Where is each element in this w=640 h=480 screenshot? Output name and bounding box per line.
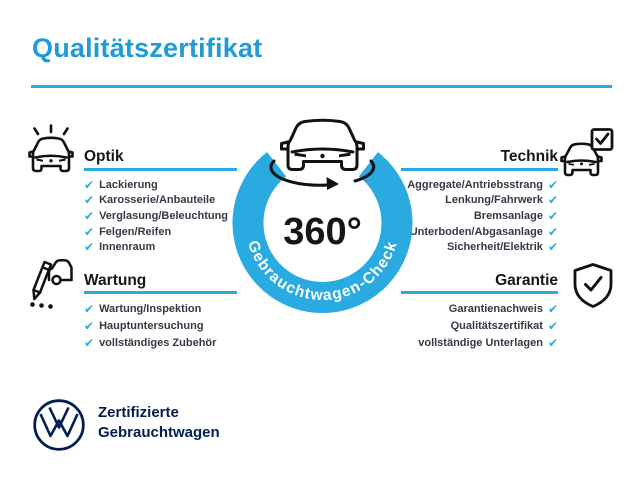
title-divider	[31, 85, 612, 88]
section-title-garantie: Garantie	[495, 272, 558, 289]
vw-logo	[33, 399, 85, 451]
check-icon: ✔	[547, 301, 558, 316]
section-title-technik: Technik	[500, 148, 558, 165]
car-headlights-icon	[28, 124, 74, 173]
checklist-item: Lenkung/Fahrwerk ✔	[445, 193, 558, 208]
checklist-item: Bremsanlage ✔	[473, 208, 558, 223]
checklist-item: ✔ Innenraum	[84, 240, 156, 255]
technik-checklist: Aggregate/Antriebsstrang ✔ Lenkung/Fahrwe…	[407, 177, 558, 255]
check-icon: ✔	[547, 335, 558, 350]
checklist-item: ✔ vollständiges Zubehör	[84, 335, 217, 350]
garantie-rule	[401, 291, 558, 294]
checklist-item: Garantienachweis ✔	[448, 301, 558, 316]
page-title: Qualitätszertifikat	[32, 33, 263, 63]
garantie-checklist: Garantienachweis ✔ Qualitätszertifikat ✔ v…	[418, 300, 558, 351]
shield-check-icon	[573, 263, 613, 308]
checklist-item: ✔ Karosserie/Anbauteile	[84, 193, 216, 208]
check-icon: ✔	[84, 208, 95, 223]
car-rotation-icon	[269, 118, 376, 187]
technik-rule	[401, 168, 558, 171]
section-title-optik: Optik	[84, 148, 124, 165]
checklist-item: vollständige Unterlagen ✔	[418, 335, 558, 350]
check-icon: ✔	[84, 335, 95, 350]
check-icon: ✔	[84, 240, 95, 255]
checklist-item: Unterboden/Abgasanlage ✔	[409, 224, 558, 239]
brand-text: Zertifizierte Gebrauchtwagen	[98, 403, 220, 443]
checklist-item: ✔ Verglasung/Beleuchtung	[84, 208, 229, 223]
360-check-badge: 360° Gebrauchtwagen-Check	[232, 118, 413, 313]
checklist-item: Sicherheit/Elektrik ✔	[446, 240, 558, 255]
check-icon: ✔	[547, 177, 558, 192]
optik-checklist: ✔ Lackierung ✔ Karosserie/Anbauteile ✔ Verg…	[84, 177, 228, 255]
pen-car-service-icon	[30, 259, 73, 309]
check-icon: ✔	[84, 177, 95, 192]
wartung-rule	[84, 291, 237, 294]
check-icon: ✔	[547, 240, 558, 255]
checklist-item: ✔ Hauptuntersuchung	[84, 318, 204, 333]
checklist-item: Qualitätszertifikat ✔	[450, 318, 558, 333]
check-icon: ✔	[547, 193, 558, 208]
checklist-item: ✔ Lackierung	[84, 177, 158, 192]
check-icon: ✔	[547, 224, 558, 239]
check-icon: ✔	[547, 208, 558, 223]
check-icon: ✔	[84, 301, 95, 316]
check-icon: ✔	[84, 193, 95, 208]
check-icon: ✔	[547, 318, 558, 333]
check-icon: ✔	[84, 224, 95, 239]
checklist-item: Aggregate/Antriebsstrang ✔	[407, 177, 558, 192]
optik-rule	[84, 168, 237, 171]
car-checkbox-icon	[560, 128, 614, 177]
checklist-item: ✔ Wartung/Inspektion	[84, 301, 202, 316]
blue-ring	[232, 152, 413, 313]
wartung-checklist: ✔ Wartung/Inspektion ✔ Hauptuntersuchung ✔…	[84, 300, 216, 351]
brand-line1: Zertifizierte	[98, 404, 179, 421]
rotation-arrowhead	[326, 177, 339, 190]
check-icon: ✔	[84, 318, 95, 333]
brand-line2: Gebrauchtwagen	[98, 424, 220, 441]
checklist-item: ✔ Felgen/Reifen	[84, 224, 172, 239]
section-title-wartung: Wartung	[84, 272, 147, 289]
degree-label: 360°	[283, 211, 362, 253]
